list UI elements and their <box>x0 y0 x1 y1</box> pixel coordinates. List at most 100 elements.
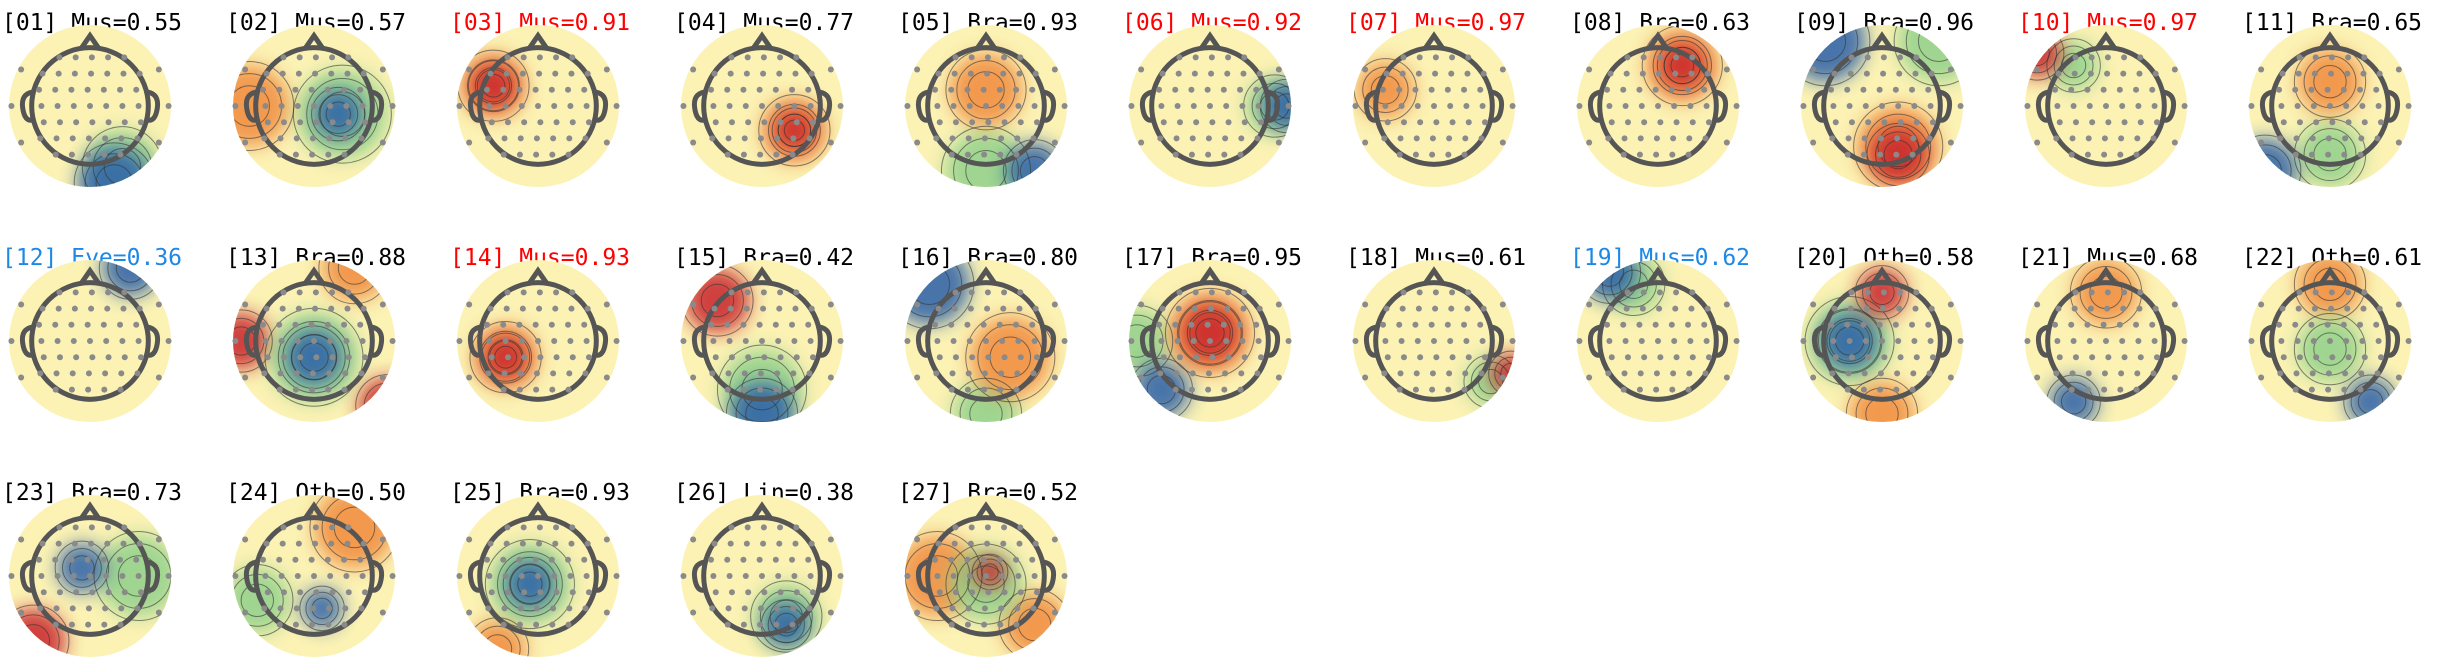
electrode <box>1499 66 1506 73</box>
ear-right <box>594 324 609 358</box>
electrode <box>1636 386 1643 393</box>
field-blob <box>1490 353 1515 394</box>
electrode <box>1653 135 1660 142</box>
electrode <box>38 338 45 344</box>
electrode <box>326 135 333 142</box>
electrode <box>603 66 610 73</box>
electrode <box>1669 151 1676 158</box>
electrode <box>1032 70 1039 77</box>
electrode <box>1909 86 1916 93</box>
electrode <box>2117 386 2124 393</box>
electrode <box>1001 54 1008 61</box>
electrode <box>744 524 751 531</box>
head-outline <box>29 515 151 637</box>
electrode <box>71 305 78 312</box>
electrode <box>585 354 592 361</box>
electrode <box>1417 354 1424 361</box>
electrode <box>999 573 1006 579</box>
electrode <box>1001 289 1008 296</box>
electrode <box>932 556 939 563</box>
electrode <box>1641 119 1648 126</box>
electrode <box>327 103 334 109</box>
ear-left <box>1811 89 1826 123</box>
ear-left <box>19 89 34 123</box>
electrode <box>297 354 304 361</box>
electrode <box>135 103 142 109</box>
nose <box>1870 266 1894 286</box>
electrode <box>1433 354 1440 361</box>
electrode <box>136 70 143 77</box>
ear-left <box>2259 324 2274 358</box>
electrode <box>1701 321 1708 328</box>
electrode <box>1352 103 1359 109</box>
electrode <box>533 386 540 393</box>
electrode <box>484 556 491 563</box>
electrode <box>537 119 544 126</box>
electrode <box>155 609 162 616</box>
electrode <box>1415 70 1422 77</box>
electrode <box>2360 305 2367 312</box>
electrode <box>1848 119 1855 126</box>
electrode <box>2343 103 2350 109</box>
electrode <box>87 573 93 579</box>
electrode <box>1845 370 1852 377</box>
electrode <box>329 589 336 596</box>
electrode <box>996 556 1003 563</box>
electrode <box>277 370 284 377</box>
electrode <box>1830 338 1837 344</box>
electrode <box>1604 321 1611 328</box>
electrode <box>2292 321 2299 328</box>
electrode <box>2084 386 2091 393</box>
electrode <box>56 524 63 531</box>
electrode <box>1001 119 1008 126</box>
electrode <box>1380 321 1387 328</box>
ear-left <box>243 89 258 123</box>
electrode <box>487 70 494 77</box>
electrode <box>936 589 943 596</box>
electrode <box>1172 151 1179 158</box>
electrode <box>1205 135 1212 142</box>
electrode <box>484 321 491 328</box>
electrode <box>1222 370 1229 377</box>
electrode <box>1257 354 1264 361</box>
electrode <box>728 119 735 126</box>
electrode <box>1947 374 1954 381</box>
electrode <box>2377 354 2384 361</box>
electrode <box>1657 354 1664 361</box>
nose <box>1198 266 1222 286</box>
electrode <box>1223 338 1230 344</box>
electrode <box>569 54 576 61</box>
electrode <box>809 354 816 361</box>
electrode <box>2068 386 2075 393</box>
electrode <box>101 386 108 393</box>
electrode <box>690 536 697 543</box>
contour <box>2313 332 2347 366</box>
electrode <box>516 386 523 393</box>
electrode <box>2324 86 2331 93</box>
electrode <box>1017 54 1024 61</box>
electrode <box>2121 354 2128 361</box>
nose <box>1422 31 1446 51</box>
electrode <box>724 151 731 158</box>
electrode <box>1128 338 1135 344</box>
electrode <box>536 54 543 61</box>
electrode <box>165 338 172 344</box>
electrode <box>1703 338 1710 344</box>
electrode <box>1656 70 1663 77</box>
electrode <box>1416 289 1423 296</box>
electrode <box>1897 289 1904 296</box>
electrode <box>1382 103 1389 109</box>
electrode <box>52 621 59 628</box>
electrode <box>1237 151 1244 158</box>
electrode <box>984 524 991 531</box>
electrode <box>56 354 63 361</box>
electrode <box>361 354 368 361</box>
electrode <box>242 66 249 73</box>
electrode <box>1830 103 1837 109</box>
electrode <box>36 321 43 328</box>
electrode <box>566 605 573 612</box>
electrode <box>516 621 523 628</box>
electrode <box>2034 66 2041 73</box>
electrode <box>533 605 540 612</box>
contour <box>777 113 812 148</box>
